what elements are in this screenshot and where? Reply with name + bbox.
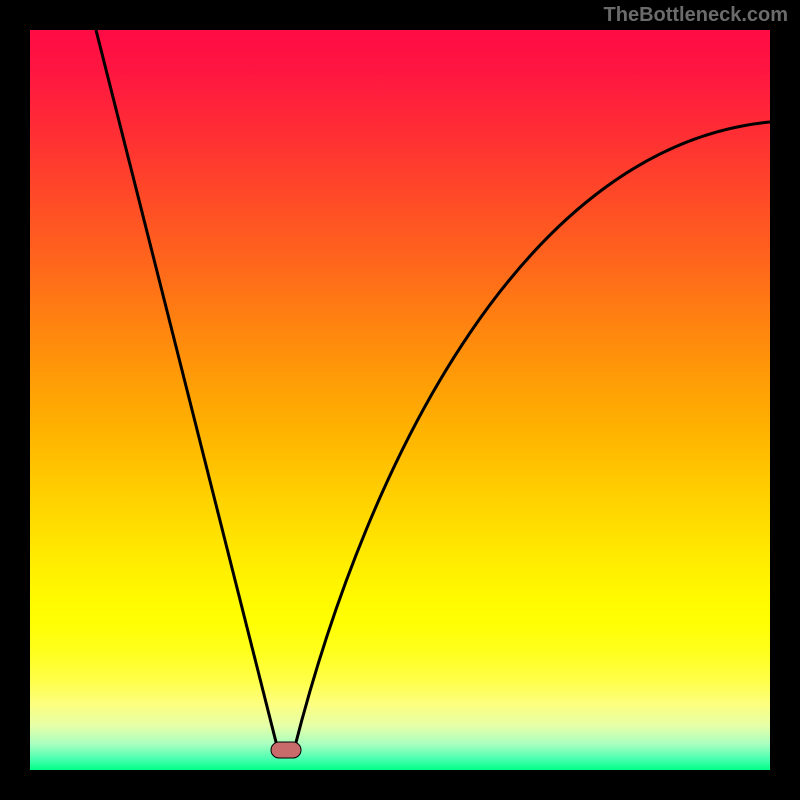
- chart-container: TheBottleneck.com: [0, 0, 800, 800]
- marker-layer: [30, 30, 770, 770]
- watermark-text: TheBottleneck.com: [604, 4, 788, 27]
- optimum-marker: [271, 742, 301, 758]
- plot-area: [30, 30, 770, 770]
